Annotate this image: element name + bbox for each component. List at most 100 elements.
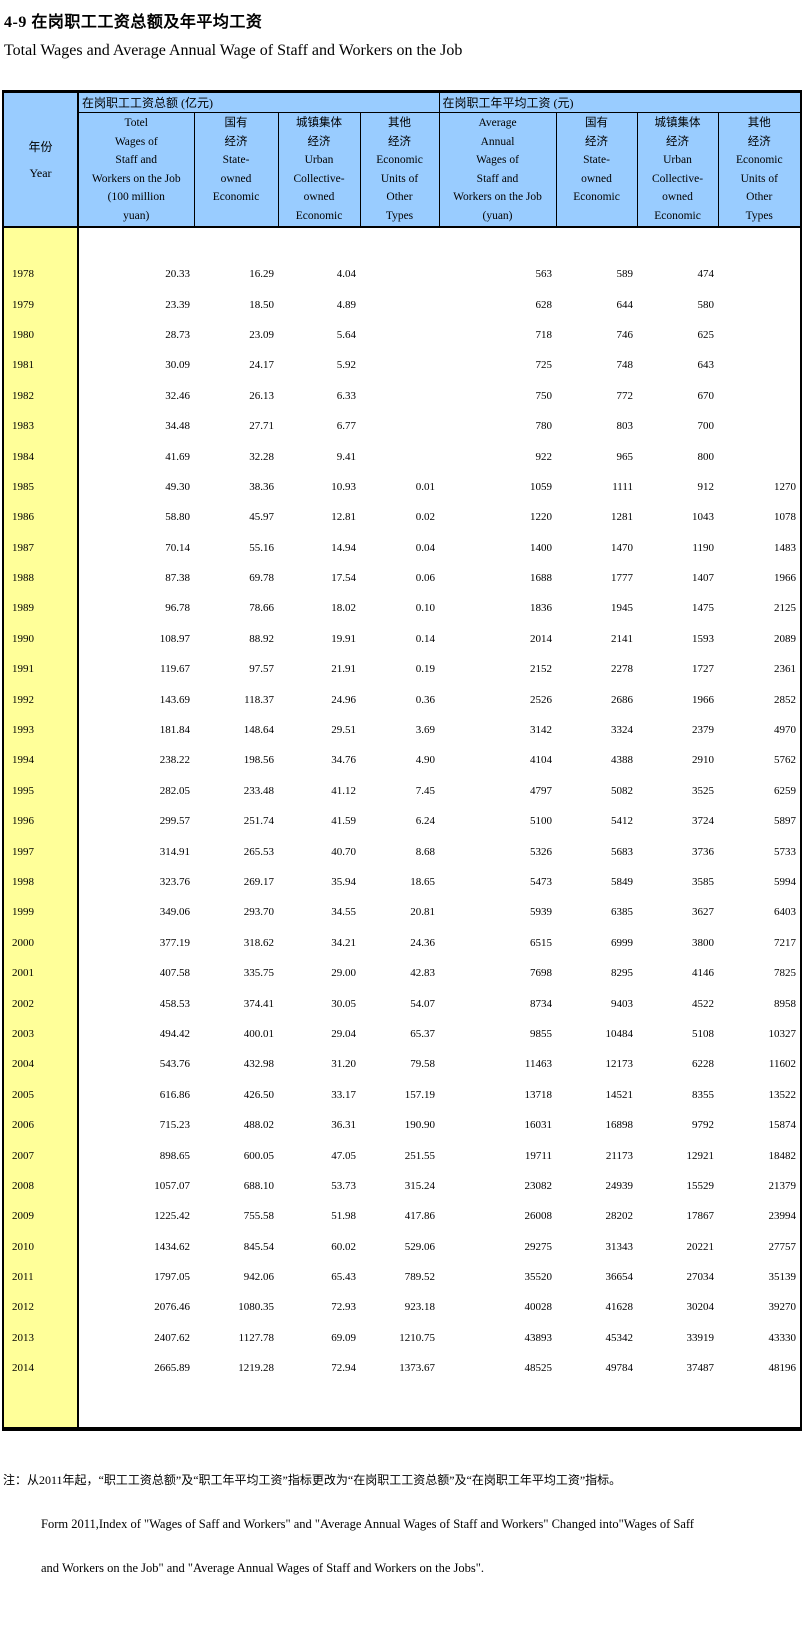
value-cell: 42.83 [410, 967, 435, 980]
group-header-row: 年份 Year 在岗职工工资总额 (亿元) 在岗职工年平均工资 (元) [2, 91, 802, 228]
value-cell: 2089 [774, 632, 796, 645]
value-cell: 4.89 [336, 298, 356, 311]
value-cell: 48525 [524, 1362, 553, 1375]
value-cell [718, 350, 801, 380]
value-cell: 233.48 [243, 784, 274, 797]
table-row: 2011 1797.05 942.06 65.43 789.52 35520 36654 27… [3, 1261, 801, 1293]
value-cell: 755.58 [243, 1210, 274, 1223]
value-cell: 1219.28 [238, 1362, 274, 1375]
value-cell: 3627 [692, 906, 714, 919]
value-cell: 33.17 [331, 1088, 356, 1101]
value-cell: 6259 [774, 784, 796, 797]
year-cell: 1999 [3, 897, 79, 928]
value-cell: 5994 [774, 876, 796, 888]
value-cell: 14.94 [331, 541, 356, 554]
value-cell: 494.42 [159, 1027, 190, 1040]
value-cell: 31.20 [331, 1058, 356, 1071]
value-cell: 898.65 [159, 1149, 190, 1162]
value-cell: 3.69 [415, 724, 435, 737]
value-cell: 65.43 [331, 1271, 356, 1284]
value-cell: 1727 [692, 663, 714, 676]
year-cell: 2002 [3, 988, 79, 1019]
value-cell: 772 [616, 389, 634, 402]
value-cell: 29275 [524, 1240, 553, 1253]
value-cell: 13718 [524, 1088, 553, 1101]
value-cell: 15874 [768, 1119, 797, 1132]
year-cell: 1981 [3, 350, 79, 381]
value-cell: 1225.42 [154, 1210, 190, 1223]
table-row: 2009 1225.42 755.58 51.98 417.86 26008 28202 17… [3, 1201, 801, 1232]
value-cell: 35139 [768, 1271, 797, 1284]
value-cell: 6.33 [336, 389, 356, 402]
value-cell: 6.77 [336, 420, 356, 433]
value-cell: 27.71 [249, 420, 274, 433]
value-cell: 8295 [611, 967, 633, 980]
value-cell: 488.02 [243, 1119, 274, 1132]
year-cell: 2004 [3, 1049, 79, 1080]
value-cell: 1270 [774, 480, 796, 493]
value-cell: 28.73 [165, 328, 190, 341]
value-cell: 34.55 [331, 906, 356, 919]
value-cell: 70.14 [165, 541, 190, 554]
spacer-row [3, 1383, 801, 1430]
value-cell: 251.74 [243, 815, 274, 828]
value-cell: 1593 [692, 632, 714, 645]
value-cell: 32.46 [165, 389, 190, 402]
table-row: 1979 23.39 18.50 4.89 628 644 580 [3, 289, 801, 320]
value-cell: 14521 [605, 1088, 634, 1101]
value-cell: 1945 [611, 602, 633, 615]
value-cell: 1043 [692, 511, 714, 524]
year-cell: 1985 [3, 471, 79, 503]
value-cell: 314.91 [159, 845, 190, 858]
table-row: 1992 143.69 118.37 24.96 0.36 2526 2686 1966 285… [3, 684, 801, 715]
table-row: 1984 41.69 32.28 9.41 922 965 800 [3, 441, 801, 472]
value-cell: 5849 [611, 876, 633, 888]
value-cell: 21379 [768, 1179, 797, 1192]
value-cell: 23994 [768, 1210, 797, 1223]
value-cell: 2852 [774, 693, 796, 706]
value-cell: 5897 [774, 815, 796, 828]
group-header-average-wages: 在岗职工年平均工资 (元) [438, 91, 802, 113]
value-cell: 24.17 [249, 359, 274, 372]
table-row: 1990 108.97 88.92 19.91 0.14 2014 2141 1593 2089 [3, 623, 801, 655]
table-row: 1998 323.76 269.17 35.94 18.65 5473 5849 3585 59… [3, 866, 801, 898]
value-cell: 1777 [611, 572, 633, 585]
year-cell: 1979 [3, 289, 79, 320]
value-cell: 789.52 [404, 1271, 435, 1284]
value-cell: 803 [616, 420, 634, 433]
value-cell: 30.09 [165, 359, 190, 372]
value-cell: 60.02 [331, 1240, 356, 1253]
note-chinese: 注：从2011年起，“职工工资总额”及“职工年平均工资”指标更改为“在岗职工工资… [3, 1473, 622, 1488]
value-cell: 23.09 [249, 328, 274, 341]
column-header-average-urban-collective: 城镇集体 经济 Urban Collective- owned Economic [636, 112, 719, 228]
value-cell [360, 381, 439, 411]
year-cell: 1992 [3, 684, 79, 715]
value-cell [718, 381, 801, 411]
value-cell: 79.58 [410, 1058, 435, 1071]
value-cell: 2686 [611, 693, 633, 706]
value-cell: 3585 [692, 876, 714, 888]
table-row: 1982 32.46 26.13 6.33 750 772 670 [3, 380, 801, 411]
table-row: 2003 494.42 400.01 29.04 65.37 9855 10484 5108 1… [3, 1018, 801, 1050]
value-cell [360, 320, 439, 350]
year-cell: 1989 [3, 593, 79, 624]
table-row: 2010 1434.62 845.54 60.02 529.06 29275 31343 20… [3, 1231, 801, 1262]
table-row: 1996 299.57 251.74 41.59 6.24 5100 5412 3724 589… [3, 806, 801, 837]
value-cell: 1059 [530, 480, 552, 493]
value-cell: 0.10 [415, 602, 435, 615]
value-cell: 4388 [611, 754, 633, 767]
table-row: 2008 1057.07 688.10 53.73 315.24 23082 24939 15… [3, 1170, 801, 1202]
year-column-header: 年份 Year [2, 91, 79, 228]
table-row: 1978 20.33 16.29 4.04 563 589 474 [3, 259, 801, 290]
value-cell: 2665.89 [154, 1362, 190, 1375]
value-cell: 181.84 [159, 724, 190, 737]
value-cell: 1281 [611, 511, 633, 524]
year-cell: 1988 [3, 562, 79, 594]
value-cell: 923.18 [404, 1301, 435, 1314]
spacer-row [3, 227, 801, 259]
value-cell: 18.02 [331, 602, 356, 615]
value-cell: 6385 [611, 906, 633, 919]
value-cell: 9403 [611, 997, 633, 1010]
value-cell: 670 [697, 389, 715, 402]
